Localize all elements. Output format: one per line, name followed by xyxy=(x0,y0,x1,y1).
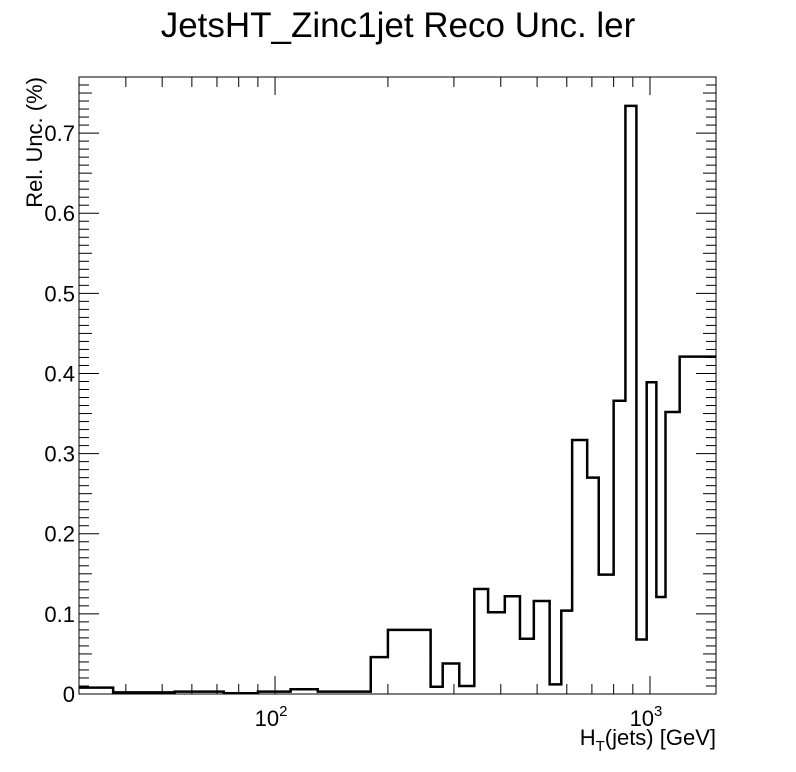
y-tick-label: 0.3 xyxy=(44,442,75,467)
y-axis-label: Rel. Unc. (%) xyxy=(22,77,47,208)
y-tick-label: 0 xyxy=(63,682,75,707)
axis-ticks xyxy=(78,76,716,695)
y-tick-label: 0.2 xyxy=(44,522,75,547)
y-tick-label: 0.4 xyxy=(44,361,75,386)
x-tick-labels: 102 103 xyxy=(255,703,663,731)
histogram-line xyxy=(79,104,716,695)
x-tick-label: 102 xyxy=(255,703,288,731)
x-axis-label: HT(jets) [GeV] xyxy=(580,725,716,755)
y-tick-label: 0.1 xyxy=(44,602,75,627)
y-tick-label: 0.6 xyxy=(44,201,75,226)
chart-title: JetsHT_Zinc1jet Reco Unc. ler xyxy=(161,6,636,45)
y-tick-label: 0.7 xyxy=(44,121,75,146)
x-tick-label: 103 xyxy=(630,703,663,731)
plot-frame xyxy=(78,76,717,695)
y-tick-label: 0.5 xyxy=(44,281,75,306)
x-axis-label-rest: (jets) [GeV] xyxy=(605,725,716,750)
x-axis-label-main: H xyxy=(580,725,596,750)
x-axis-label-sub: T xyxy=(596,738,605,755)
y-tick-labels: 0 0.1 0.2 0.3 0.4 0.5 0.6 0.7 xyxy=(44,121,75,707)
